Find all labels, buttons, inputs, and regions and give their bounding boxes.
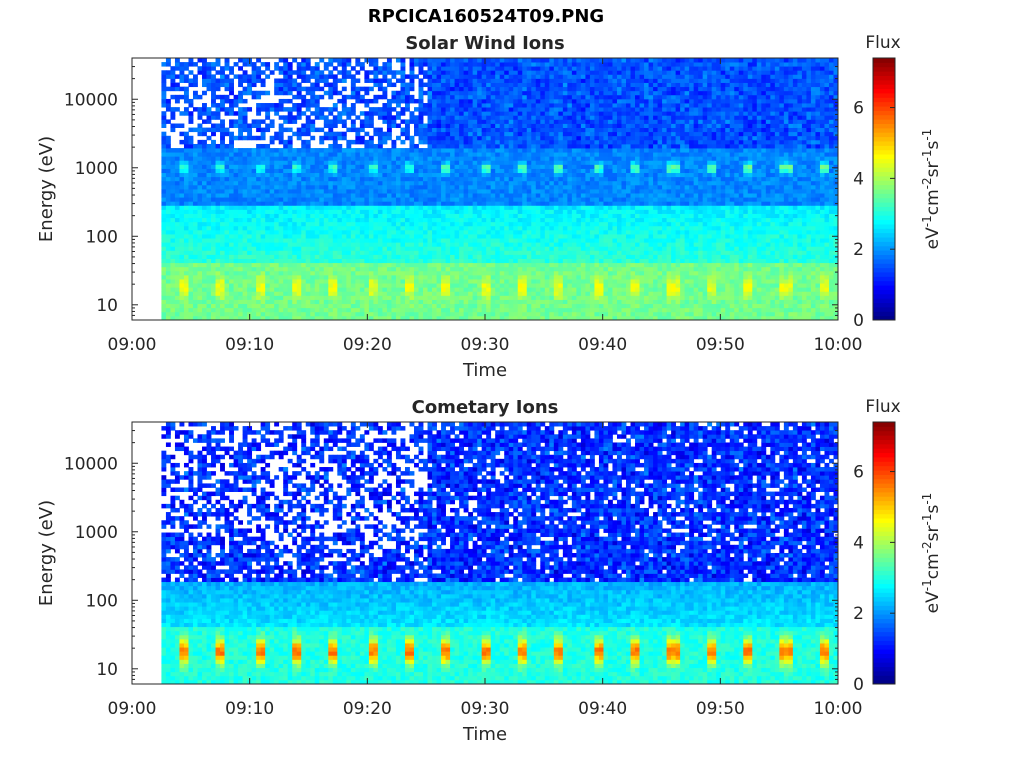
y-tick-label: 100	[86, 227, 118, 247]
x-tick-label: 10:00	[814, 335, 863, 355]
colorbar-tick-label: 6	[853, 463, 864, 483]
colorbar-frame	[872, 421, 896, 685]
x-axis-label: Time	[462, 724, 507, 745]
x-tick-label: 09:10	[225, 335, 274, 355]
colorbar-unit-label: eV-1cm-2sr-1s-1	[920, 493, 943, 614]
colorbar-tick-label: 0	[853, 311, 864, 331]
x-tick-label: 10:00	[814, 699, 863, 719]
y-tick-label: 1000	[75, 523, 118, 543]
solar-wind-ions-panel: Solar Wind Ions 09:00 09:10 09:20 09:30 09:40…	[36, 33, 943, 381]
x-tick-label: 09:30	[461, 335, 510, 355]
colorbar-frame	[872, 57, 896, 321]
figure-title: RPCICA160524T09.PNG	[367, 6, 605, 27]
x-tick-label: 09:50	[696, 699, 745, 719]
spectrogram-heatmap	[161, 58, 839, 321]
y-axis-label: Energy (eV)	[36, 500, 57, 606]
x-tick-label: 09:30	[461, 699, 510, 719]
x-tick-label: 09:20	[343, 699, 392, 719]
x-axis-label: Time	[462, 360, 507, 381]
y-tick-label: 10000	[64, 90, 118, 110]
colorbar-tick-label: 0	[853, 675, 864, 695]
spectrogram-heatmap	[161, 422, 839, 685]
y-tick-label: 100	[86, 591, 118, 611]
x-tick-label: 09:50	[696, 335, 745, 355]
x-tick-label: 09:00	[108, 335, 157, 355]
y-tick-label: 10000	[64, 454, 118, 474]
y-tick-label: 10	[96, 660, 118, 680]
colorbar-title: Flux	[865, 397, 900, 417]
colorbar	[873, 422, 895, 685]
colorbar-title: Flux	[865, 33, 900, 53]
x-tick-label: 09:40	[578, 699, 627, 719]
cometary-ions-panel: Cometary Ions 09:00 09:10 09:20 09:30 09:40 09…	[36, 397, 943, 745]
colorbar-tick-label: 4	[853, 169, 864, 189]
x-tick-label: 09:40	[578, 335, 627, 355]
colorbar-tick-label: 6	[853, 99, 864, 119]
x-tick-label: 09:10	[225, 699, 274, 719]
colorbar-tick-label: 4	[853, 533, 864, 553]
y-tick-label: 10	[96, 296, 118, 316]
colorbar	[873, 58, 895, 321]
y-axis-label: Energy (eV)	[36, 136, 57, 242]
colorbar-tick-label: 2	[853, 604, 864, 624]
x-tick-label: 09:00	[108, 699, 157, 719]
panel-title: Cometary Ions	[412, 397, 559, 418]
x-tick-label: 09:20	[343, 335, 392, 355]
panel-title: Solar Wind Ions	[405, 33, 564, 54]
colorbar-tick-label: 2	[853, 240, 864, 260]
colorbar-unit-label: eV-1cm-2sr-1s-1	[920, 129, 943, 250]
y-tick-label: 1000	[75, 159, 118, 179]
